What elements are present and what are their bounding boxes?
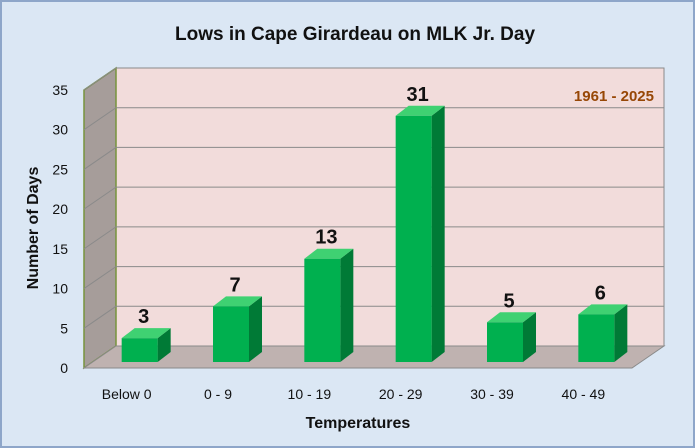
bar-front — [487, 322, 523, 362]
y-tick-label: 35 — [52, 82, 68, 98]
data-label: 6 — [595, 282, 606, 304]
side-wall — [83, 66, 117, 370]
bar-top — [578, 304, 628, 315]
bar — [578, 304, 628, 362]
gridline — [83, 305, 664, 329]
bar-top — [487, 312, 536, 323]
back-wall — [115, 67, 665, 347]
bar-side — [431, 105, 445, 363]
x-tick-labels: Below 0 0 - 9 10 - 19 20 - 29 30 - 39 40 - 49 — [102, 386, 606, 402]
x-tick-label: 20 - 29 — [379, 386, 423, 402]
y-axis-title: Number of Days — [25, 167, 42, 290]
bar-top — [395, 105, 445, 116]
bar — [304, 248, 354, 362]
y-tick-label: 10 — [52, 281, 68, 297]
bar-side — [523, 312, 536, 362]
gridline — [83, 67, 664, 91]
bar — [487, 312, 536, 362]
x-tick-label: 40 - 49 — [562, 386, 606, 402]
gridline — [83, 146, 664, 170]
gridlines — [83, 67, 664, 329]
y-tick-label: 30 — [52, 122, 68, 138]
bar-side — [157, 328, 171, 362]
y-tick-label: 0 — [60, 360, 68, 376]
bar-front — [213, 306, 249, 362]
bar-front — [578, 314, 615, 362]
gridline — [83, 226, 664, 250]
y-tick-label: 20 — [52, 201, 68, 217]
x-tick-label: Below 0 — [102, 386, 152, 402]
bar-front — [304, 258, 341, 362]
bar-side — [340, 248, 354, 362]
data-label: 7 — [229, 274, 240, 296]
bar-side — [249, 296, 262, 362]
bar-side — [614, 304, 628, 362]
bar-front — [121, 338, 158, 362]
bar — [395, 105, 445, 363]
bars — [121, 105, 628, 363]
y-tick-labels: 0 5 10 15 20 25 30 35 — [52, 82, 68, 376]
x-tick-label: 0 - 9 — [204, 386, 232, 402]
bar-top — [213, 296, 262, 307]
chart-title: Lows in Cape Girardeau on MLK Jr. Day — [175, 24, 535, 45]
x-tick-label: 30 - 39 — [470, 386, 514, 402]
y-tick-label: 25 — [52, 161, 68, 177]
data-label: 5 — [503, 290, 514, 312]
data-labels: 3 7 13 31 5 6 — [138, 84, 606, 328]
gridline — [83, 186, 664, 210]
gridline — [83, 107, 664, 131]
x-tick-label: 10 - 19 — [288, 386, 332, 402]
gridline — [83, 266, 664, 289]
y-tick-label: 5 — [60, 320, 68, 336]
period-annotation: 1961 - 2025 — [574, 88, 654, 105]
bar-top — [304, 248, 354, 259]
data-label: 13 — [315, 227, 337, 249]
data-label: 31 — [407, 84, 429, 106]
bar — [213, 296, 262, 362]
bar — [121, 328, 171, 362]
data-label: 3 — [138, 306, 149, 328]
bar-front — [395, 115, 432, 363]
bar-top — [121, 328, 171, 339]
plot-walls — [82, 66, 666, 370]
y-tick-label: 15 — [52, 241, 68, 257]
floor — [82, 345, 666, 369]
x-axis-title: Temperatures — [306, 415, 411, 432]
